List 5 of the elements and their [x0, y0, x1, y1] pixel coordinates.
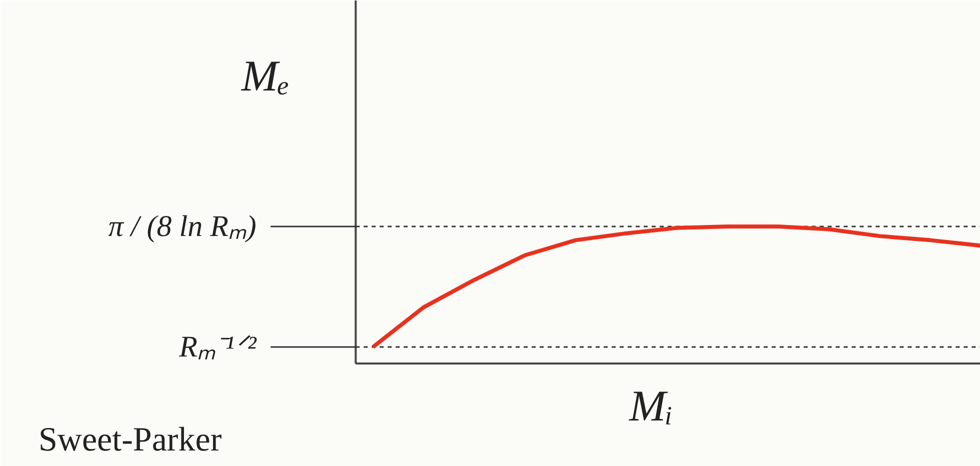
y-axis-title: Mₑ	[240, 51, 290, 100]
text: Sweet-Parker	[38, 422, 222, 459]
ref-line-label: π / (8 ln Rₘ)	[108, 210, 256, 243]
x-axis-title: Mᵢ	[628, 381, 673, 430]
ref-line-label: Rₘ⁻¹ᐟ²	[178, 330, 258, 364]
